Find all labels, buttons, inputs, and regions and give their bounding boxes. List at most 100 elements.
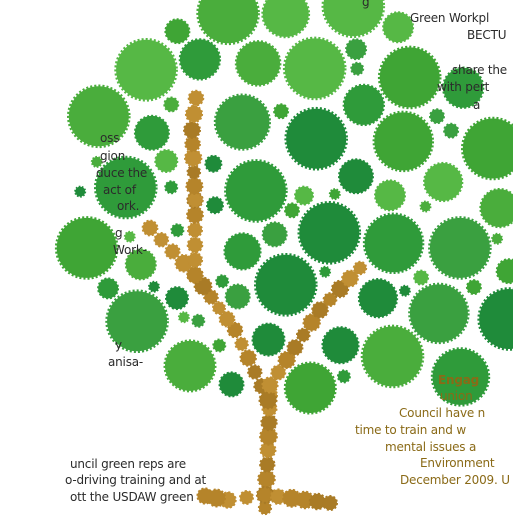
leaf-circle xyxy=(372,110,435,173)
leaf-circle xyxy=(164,18,191,45)
trunk-circle xyxy=(270,364,287,381)
trunk-circle xyxy=(184,104,204,124)
leaf-circle xyxy=(251,322,286,357)
bottom-right-line: mental issues a xyxy=(385,440,477,454)
trunk-circle xyxy=(184,135,201,153)
leaf-circle xyxy=(342,83,385,127)
leaf-circle xyxy=(297,201,362,265)
bottom-left-line: uncil green reps are xyxy=(70,457,186,471)
leaf-circle xyxy=(491,232,504,245)
leaf-circle xyxy=(191,313,206,328)
leaf-circle xyxy=(97,277,120,300)
leaf-circle xyxy=(443,122,460,139)
leaf-circle xyxy=(357,278,399,319)
leaf-circle xyxy=(74,185,87,198)
trunk-circle xyxy=(260,413,278,432)
leaf-circle xyxy=(413,269,430,286)
trunk-circle xyxy=(186,266,204,284)
leaf-circle xyxy=(178,38,222,81)
top-right-line: with pert xyxy=(437,80,490,94)
trunk-circle xyxy=(257,469,276,489)
trunk-circle xyxy=(185,177,204,195)
leaf-circle xyxy=(90,155,103,168)
leaf-circle xyxy=(234,40,282,87)
leaf-circle xyxy=(345,38,368,61)
left-text-line: act of xyxy=(103,183,136,197)
leaf-circle xyxy=(338,158,374,195)
leaf-circle xyxy=(218,371,245,398)
trunk-circle xyxy=(183,121,201,139)
leaf-circle xyxy=(461,116,513,181)
leaf-circle xyxy=(204,154,223,173)
trunk-circle xyxy=(226,321,244,339)
leaf-circle xyxy=(423,161,464,203)
trunk-circle xyxy=(260,442,276,458)
trunk-circle xyxy=(239,349,257,367)
leaf-circle xyxy=(328,188,341,201)
leaf-circle xyxy=(148,280,160,293)
trunk-circle xyxy=(259,426,278,446)
leaf-circle xyxy=(479,187,513,229)
left-text-line: Work- xyxy=(113,243,147,257)
leaf-circle xyxy=(477,287,513,351)
bottom-right-line: December 2009. U xyxy=(400,473,510,487)
bottom-left-line: ott the USDAW green xyxy=(70,490,194,504)
bottom-left-line: o-driving training and at xyxy=(65,473,207,487)
trunk-circle xyxy=(322,292,338,307)
trunk-circle xyxy=(258,390,278,410)
leaf-circle xyxy=(350,61,365,76)
leaf-circle xyxy=(105,289,169,354)
top-right-line: share the xyxy=(452,63,507,77)
leaf-circle xyxy=(284,106,349,171)
leaf-circle xyxy=(164,180,179,195)
trunk-circle xyxy=(259,456,276,473)
leaf-circle xyxy=(133,114,170,151)
bottom-right-line: time to train and w xyxy=(355,423,466,437)
trunk-circle xyxy=(186,236,204,254)
left-text-line: gion xyxy=(100,149,126,163)
leaf-circle xyxy=(163,96,180,113)
leaf-circle xyxy=(398,284,411,297)
leaf-circle xyxy=(54,216,119,280)
trunk-circle xyxy=(257,487,273,503)
trunk-circle xyxy=(308,492,327,511)
trunk-circle xyxy=(286,339,304,356)
leaf-circle xyxy=(495,258,513,285)
left-text-line: oss xyxy=(100,131,120,145)
leaf-circle xyxy=(253,252,318,317)
trunk-circle xyxy=(341,269,359,288)
leaf-circle xyxy=(154,149,179,173)
leaf-circle xyxy=(321,326,360,365)
trunk-circle xyxy=(184,148,203,168)
trunk-circle xyxy=(296,327,311,343)
leaf-circle xyxy=(419,200,432,213)
trunk-circle xyxy=(186,251,204,269)
leaf-circle xyxy=(465,279,482,296)
leaf-circle xyxy=(430,347,491,407)
trunk-circle xyxy=(261,376,279,394)
trunk-circle xyxy=(186,206,204,224)
leaf-circle xyxy=(67,84,131,149)
leaf-circle xyxy=(163,339,217,393)
trunk-circle xyxy=(212,301,226,315)
left-text-line: duce the xyxy=(96,166,148,180)
leaf-circle xyxy=(382,11,415,44)
leaf-circle xyxy=(283,361,337,415)
leaf-circle xyxy=(360,324,425,389)
trunk-circle xyxy=(141,219,159,237)
leaf-circle xyxy=(428,216,492,280)
trunk-circle xyxy=(196,487,214,505)
trunk-circle xyxy=(247,364,263,380)
left-text-line: anisa- xyxy=(108,355,144,369)
leaf-circle xyxy=(170,223,185,238)
leaf-circle xyxy=(319,265,332,278)
leaf-circle xyxy=(124,248,157,281)
leaf-circle xyxy=(261,0,311,39)
leaf-circle xyxy=(273,103,290,120)
leaf-circle xyxy=(408,282,470,345)
top-right-line: a xyxy=(473,98,481,112)
leaf-circle xyxy=(224,159,288,223)
trunk-circle xyxy=(322,495,338,511)
bottom-right-line: union xyxy=(440,389,473,403)
trunk-circle xyxy=(187,89,205,107)
